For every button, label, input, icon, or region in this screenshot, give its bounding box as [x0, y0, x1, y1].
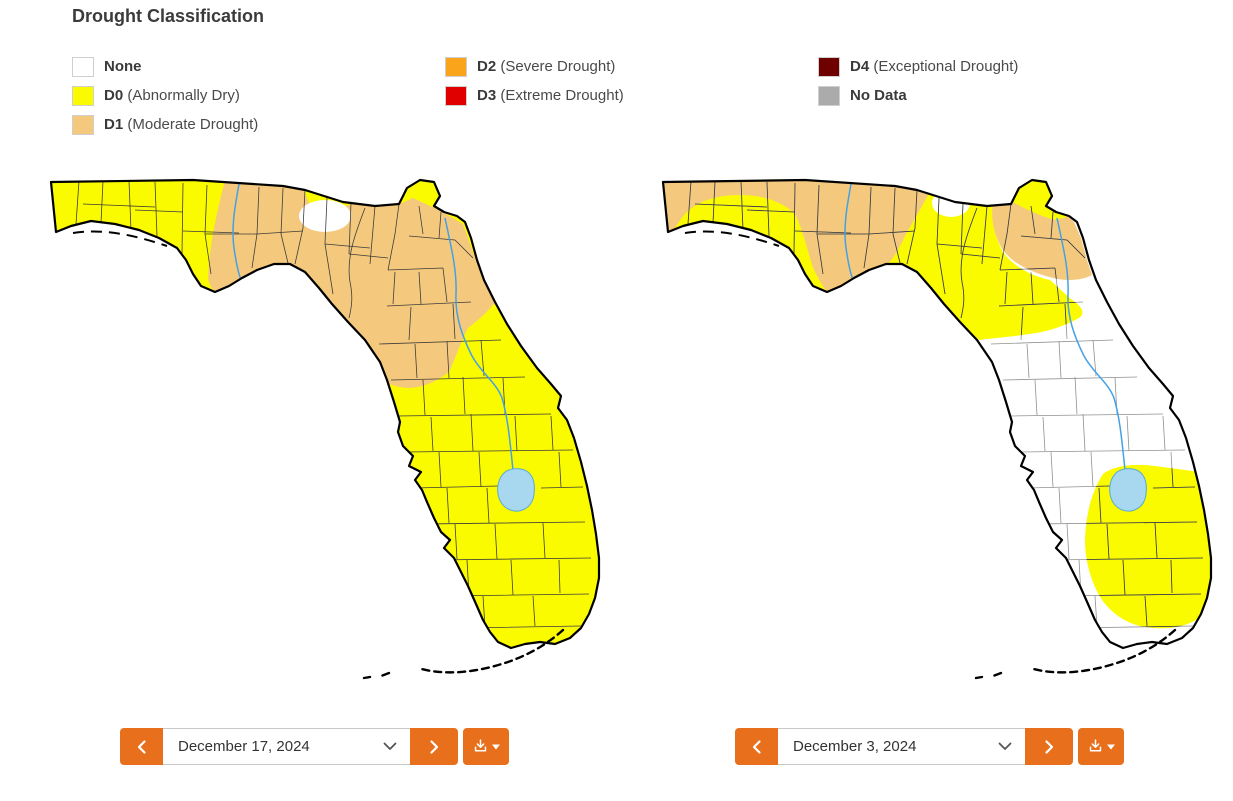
- download-icon: [474, 739, 487, 752]
- chevron-down-icon: [383, 742, 397, 750]
- legend-label: D0 (Abnormally Dry): [104, 87, 240, 104]
- download-caret-icon: [492, 744, 500, 749]
- date-select-value: December 17, 2024: [178, 738, 310, 755]
- page-title: Drought Classification: [72, 6, 265, 26]
- download-icon: [1089, 739, 1102, 752]
- drought-map-dec-3: [655, 176, 1225, 700]
- download-button[interactable]: [463, 728, 509, 765]
- legend-label: No Data: [850, 87, 907, 104]
- date-nav-group: December 17, 2024: [120, 728, 458, 765]
- d3-swatch: [445, 85, 467, 106]
- legend-label: D1 (Moderate Drought): [104, 116, 259, 133]
- prev-date-button[interactable]: [735, 728, 778, 765]
- chevron-left-icon: [137, 739, 146, 754]
- next-date-button[interactable]: [410, 728, 458, 765]
- chevron-right-icon: [430, 739, 439, 754]
- d1-swatch: [72, 114, 94, 135]
- legend-label: D4 (Exceptional Drought): [850, 58, 1019, 75]
- chevron-right-icon: [1045, 739, 1054, 754]
- legend-label: None: [104, 58, 142, 75]
- legend-item-d4: D4 (Exceptional Drought): [818, 52, 1018, 81]
- date-controls-left: December 17, 2024: [120, 728, 509, 765]
- date-select[interactable]: December 3, 2024: [778, 728, 1025, 765]
- d4-swatch: [818, 56, 840, 77]
- none-swatch: [72, 56, 94, 77]
- drought-map-dec-17: [43, 176, 613, 700]
- legend-item-d2: D2 (Severe Drought): [445, 52, 624, 81]
- prev-date-button[interactable]: [120, 728, 163, 765]
- date-select[interactable]: December 17, 2024: [163, 728, 410, 765]
- legend-label: D3 (Extreme Drought): [477, 87, 624, 104]
- legend-column-1: None D0 (Abnormally Dry) D1 (Moderate Dr…: [72, 52, 258, 139]
- legend-label: D2 (Severe Drought): [477, 58, 616, 75]
- download-button[interactable]: [1078, 728, 1124, 765]
- legend-item-none: None: [72, 52, 258, 81]
- date-select-value: December 3, 2024: [793, 738, 917, 755]
- d2-swatch: [445, 56, 467, 77]
- chevron-left-icon: [752, 739, 761, 754]
- date-controls-right: December 3, 2024: [735, 728, 1124, 765]
- chevron-down-icon: [998, 742, 1012, 750]
- legend-item-d1: D1 (Moderate Drought): [72, 110, 258, 139]
- legend-item-nodata: No Data: [818, 81, 1018, 110]
- legend-column-2: D2 (Severe Drought) D3 (Extreme Drought): [445, 52, 624, 110]
- download-caret-icon: [1107, 744, 1115, 749]
- date-nav-group: December 3, 2024: [735, 728, 1073, 765]
- d0-swatch: [72, 85, 94, 106]
- florida-map-svg: [49, 178, 601, 680]
- next-date-button[interactable]: [1025, 728, 1073, 765]
- legend-column-3: D4 (Exceptional Drought) No Data: [818, 52, 1018, 110]
- legend-item-d3: D3 (Extreme Drought): [445, 81, 624, 110]
- legend-item-d0: D0 (Abnormally Dry): [72, 81, 258, 110]
- florida-map-svg: [661, 178, 1213, 680]
- nodata-swatch: [818, 85, 840, 106]
